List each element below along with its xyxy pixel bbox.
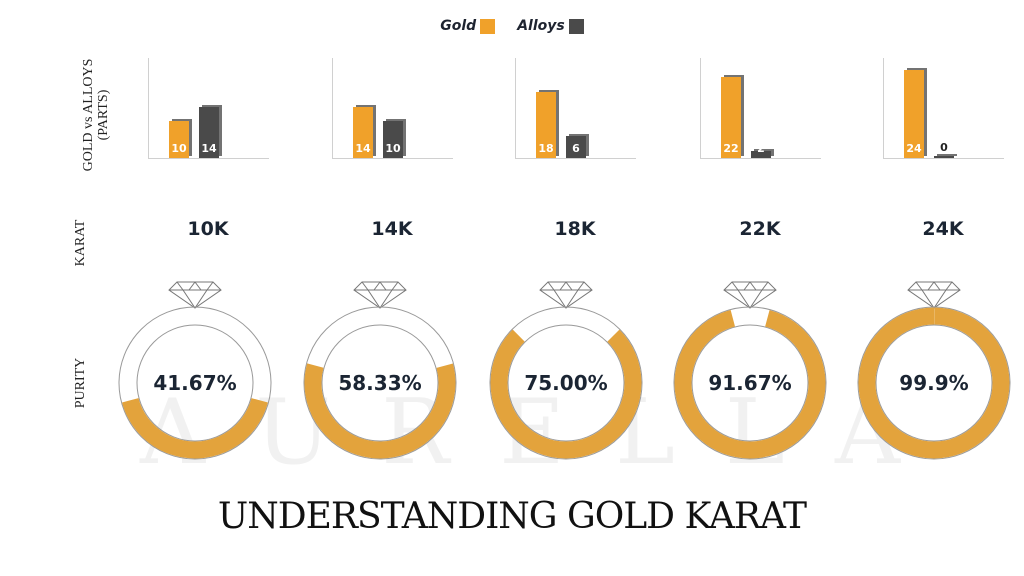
gold-value: 14 <box>355 142 371 155</box>
gold-value: 18 <box>538 142 554 155</box>
purity-value: 41.67% <box>153 371 237 395</box>
karat-label: 10K <box>187 218 229 240</box>
gold-value: 22 <box>723 142 739 155</box>
page-title: UNDERSTANDING GOLD KARAT <box>217 496 807 537</box>
row-label-parts: GOLD vs ALLOYS (PARTS) <box>81 45 111 185</box>
gold-bar: 22 <box>721 77 741 158</box>
gold-value: 24 <box>906 142 922 155</box>
diamond-icon <box>907 281 961 309</box>
alloys-value: 10 <box>385 142 401 155</box>
karat-label: 14K <box>371 218 413 240</box>
legend: Gold Alloys <box>0 18 1024 34</box>
ring-icon <box>118 281 272 460</box>
legend-label: Gold <box>440 18 477 34</box>
alloys-bar: 6 <box>566 136 586 158</box>
alloys-bar: 0 <box>934 141 954 158</box>
karat-label: 22K <box>739 218 781 240</box>
parts-chart: 22 2 <box>700 58 821 159</box>
purity-value: 75.00% <box>524 371 608 395</box>
alloys-bar: 14 <box>199 106 219 158</box>
diamond-icon <box>723 281 777 309</box>
alloys-value: 14 <box>201 142 217 155</box>
diamond-icon <box>353 281 407 309</box>
diamond-icon <box>539 281 593 309</box>
purity-value: 91.67% <box>708 371 792 395</box>
alloys-value: 2 <box>757 142 765 155</box>
ring-icon <box>857 281 1011 460</box>
row-label-karat: KARAT <box>73 219 88 267</box>
purity-ring: 41.67% <box>117 276 273 466</box>
alloys-bar: 10 <box>383 121 403 158</box>
parts-chart: 10 14 <box>148 58 269 159</box>
row-label-subtext: (PARTS) <box>96 89 111 141</box>
row-label-text: GOLD vs ALLOYS <box>81 58 96 172</box>
watermark-letter: L <box>725 380 785 485</box>
alloys-value: 0 <box>940 141 948 154</box>
legend-label: Alloys <box>517 18 565 34</box>
legend-item-gold: Gold <box>440 18 496 34</box>
ring-icon <box>303 281 457 460</box>
gold-bar: 14 <box>353 106 373 158</box>
purity-ring: 58.33% <box>302 276 458 466</box>
karat-label: 24K <box>922 218 964 240</box>
purity-ring: 99.9% <box>856 276 1012 466</box>
alloys-bar: 2 <box>751 142 771 158</box>
gold-swatch <box>480 18 496 34</box>
alloys-swatch <box>568 18 584 34</box>
karat-label: 18K <box>554 218 596 240</box>
diamond-icon <box>168 281 222 309</box>
parts-chart: 24 0 <box>883 58 1004 159</box>
purity-value: 99.9% <box>899 371 969 395</box>
ring-icon <box>673 281 827 460</box>
ring-icon <box>489 281 643 460</box>
gold-value: 10 <box>171 142 187 155</box>
purity-value: 58.33% <box>338 371 422 395</box>
gold-bar: 18 <box>536 92 556 158</box>
alloys-value: 6 <box>572 142 580 155</box>
purity-ring: 91.67% <box>672 276 828 466</box>
parts-chart: 18 6 <box>515 58 636 159</box>
gold-bar: 10 <box>169 121 189 158</box>
legend-item-alloys: Alloys <box>517 18 584 34</box>
parts-chart: 14 10 <box>332 58 453 159</box>
row-label-purity: PURITY <box>73 357 88 409</box>
gold-bar: 24 <box>904 70 924 158</box>
purity-ring: 75.00% <box>488 276 644 466</box>
